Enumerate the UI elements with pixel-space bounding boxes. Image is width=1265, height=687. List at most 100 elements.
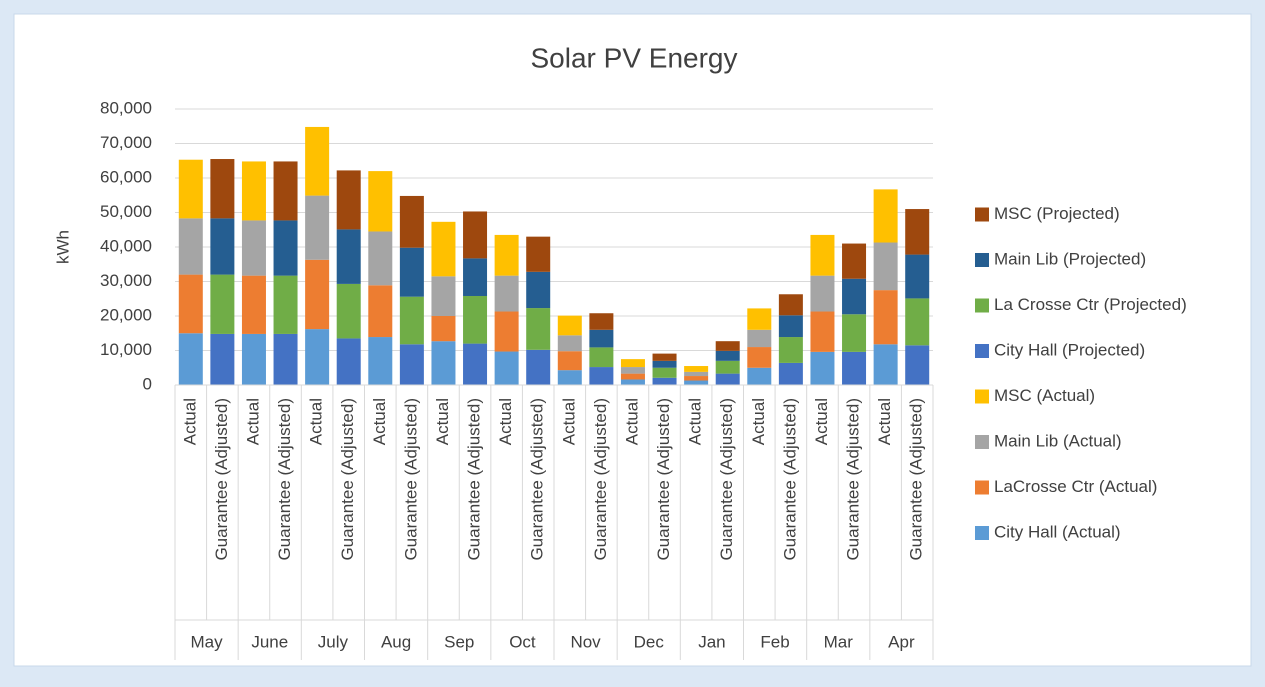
bar-segment [715, 360, 740, 374]
bar-segment [620, 379, 645, 385]
bar-segment [210, 274, 235, 334]
y-tick-label: 10,000 [100, 340, 152, 359]
bar-segment [431, 276, 456, 316]
x-tick-label: Guarantee (Adjusted) [338, 398, 357, 561]
bar-segment [210, 218, 235, 275]
bar-segment [715, 350, 740, 361]
bar-segment [526, 349, 551, 385]
legend-swatch [975, 344, 989, 358]
x-tick-label: Guarantee (Adjusted) [654, 398, 673, 561]
y-tick-label: 70,000 [100, 133, 152, 152]
bar-segment [810, 351, 835, 385]
bar-segment [810, 275, 835, 312]
x-tick-label: Actual [243, 398, 262, 445]
x-tick-label: Guarantee (Adjusted) [907, 398, 926, 561]
bar-segment [399, 344, 424, 385]
bar-segment [905, 209, 930, 255]
bar-segment [842, 314, 867, 352]
bar-segment [810, 311, 835, 352]
group-label: Apr [888, 632, 915, 651]
group-label: May [191, 632, 224, 651]
y-tick-label: 20,000 [100, 305, 152, 324]
chart-title: Solar PV Energy [531, 42, 738, 73]
bar-segment [241, 333, 266, 385]
bar-segment [399, 247, 424, 297]
bar-segment [526, 271, 551, 309]
legend-swatch [975, 435, 989, 449]
bar-segment [557, 315, 582, 336]
bar-segment [905, 254, 930, 299]
bar-segment [557, 335, 582, 352]
bar-segment [494, 311, 519, 352]
bar-segment [463, 211, 488, 259]
group-label: June [251, 632, 288, 651]
bar-segment [557, 370, 582, 385]
bar-segment [684, 366, 709, 372]
bar-segment [336, 338, 361, 385]
bar-segment [810, 234, 835, 276]
bar-segment [273, 161, 298, 221]
legend-label: City Hall (Actual) [994, 522, 1121, 541]
bar-segment [873, 344, 898, 385]
bar-segment [305, 126, 330, 196]
bar-segment [178, 274, 203, 334]
x-tick-label: Actual [433, 398, 452, 445]
bar-segment [778, 337, 803, 363]
x-tick-label: Guarantee (Adjusted) [528, 398, 547, 561]
bar-segment [715, 373, 740, 385]
bar-segment [620, 359, 645, 368]
bar-segment [526, 308, 551, 350]
group-label: July [318, 632, 349, 651]
x-tick-label: Actual [622, 398, 641, 445]
x-tick-label: Guarantee (Adjusted) [844, 398, 863, 561]
bar-segment [241, 275, 266, 334]
bar-segment [873, 242, 898, 291]
bar-segment [368, 231, 393, 286]
group-label: Oct [509, 632, 536, 651]
bar-segment [273, 220, 298, 276]
y-tick-label: 30,000 [100, 271, 152, 290]
legend-label: La Crosse Ctr (Projected) [994, 295, 1187, 314]
bar-segment [494, 351, 519, 385]
group-label: Aug [381, 632, 411, 651]
bar-segment [842, 351, 867, 385]
group-label: Sep [444, 632, 474, 651]
bar-segment [399, 296, 424, 345]
bar-segment [210, 159, 235, 219]
bar-segment [747, 367, 772, 385]
legend-swatch [975, 389, 989, 404]
bar-segment [399, 195, 424, 248]
x-tick-label: Guarantee (Adjusted) [465, 398, 484, 561]
bar-segment [715, 341, 740, 351]
bar-segment [842, 243, 867, 279]
bar-segment [368, 285, 393, 338]
bar-segment [873, 290, 898, 345]
bar-segment [336, 170, 361, 230]
y-tick-label: 50,000 [100, 202, 152, 221]
bar-segment [778, 315, 803, 338]
legend-swatch [975, 298, 989, 313]
bar-segment [747, 347, 772, 368]
bar-segment [589, 329, 614, 348]
x-tick-label: Guarantee (Adjusted) [717, 398, 736, 561]
legend-label: Main Lib (Projected) [994, 249, 1146, 268]
bar-segment [305, 259, 330, 330]
bar-segment [463, 258, 488, 296]
bar-segment [368, 171, 393, 232]
bar-segment [494, 234, 519, 276]
bar-segment [747, 308, 772, 330]
y-tick-label: 40,000 [100, 236, 152, 255]
bar-segment [778, 294, 803, 316]
x-tick-label: Guarantee (Adjusted) [591, 398, 610, 561]
bar-segment [684, 380, 709, 385]
bar-segment [620, 373, 645, 380]
x-tick-label: Actual [180, 398, 199, 445]
bar-segment [557, 351, 582, 371]
group-label: Dec [634, 632, 665, 651]
bar-segment [368, 337, 393, 385]
bar-segment [178, 333, 203, 385]
x-tick-label: Guarantee (Adjusted) [275, 398, 294, 561]
bar-segment [652, 360, 677, 368]
